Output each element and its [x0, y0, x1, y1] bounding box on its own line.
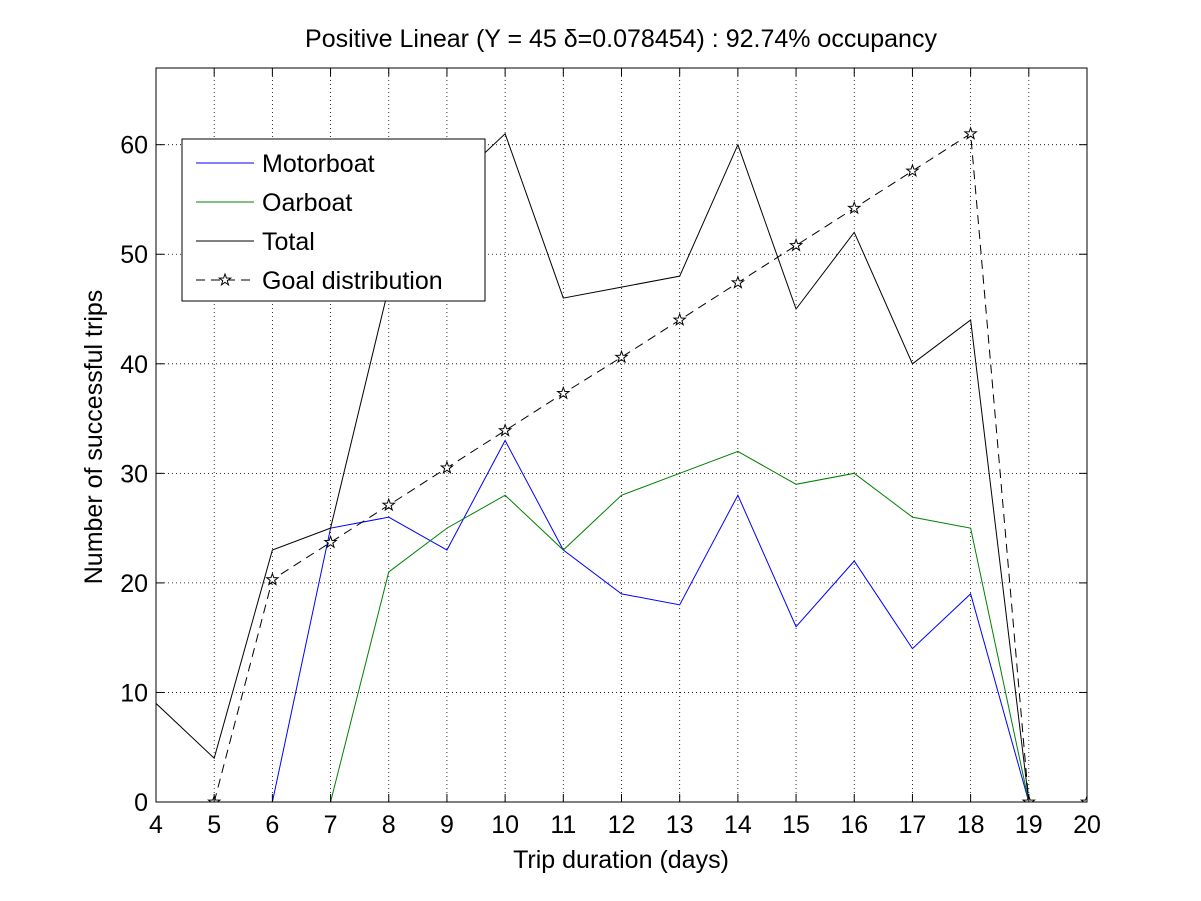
data-point-star: [439, 460, 455, 474]
series-line-total: [156, 132, 1030, 802]
x-tick-label: 19: [1015, 811, 1043, 839]
series-line-oarboat: [156, 450, 1030, 802]
series-group: [156, 126, 1087, 802]
series-line-motorboat: [156, 439, 1030, 802]
data-point-star: [905, 163, 920, 178]
x-tick-label: 10: [491, 811, 519, 839]
x-tick-label: 20: [1073, 811, 1101, 839]
legend-marker-star: [217, 272, 233, 287]
legend-label-motorboat: Motorboat: [262, 150, 375, 178]
x-tick-label: 11: [550, 811, 576, 839]
y-tick-label: 10: [120, 679, 148, 707]
y-tick-label: 40: [120, 351, 148, 379]
series-oarboat: [156, 450, 1030, 802]
x-tick-label: 7: [324, 811, 338, 839]
legend-label-goal-distribution: Goal distribution: [262, 267, 443, 295]
y-tick-label: 50: [120, 241, 148, 269]
y-tick-label: 60: [120, 132, 148, 160]
legend-label-oarboat: Oarboat: [262, 189, 352, 217]
y-axis-label: Number of successful trips: [80, 290, 108, 585]
legend: Motorboat Oarboat Total Goal distribution: [181, 138, 486, 302]
y-tick-label: 20: [120, 570, 148, 598]
series-goal-distribution: [207, 126, 1087, 802]
series-total: [156, 132, 1030, 802]
x-tick-label: 13: [666, 811, 694, 839]
x-tick-label: 4: [149, 811, 163, 839]
legend-box: [181, 138, 486, 302]
data-point-star: [847, 200, 862, 215]
series-motorboat: [156, 439, 1030, 802]
x-tick-label: 18: [957, 811, 985, 839]
x-tick-label: 8: [382, 811, 396, 839]
data-point-star: [497, 423, 513, 437]
x-tick-label: 5: [207, 811, 221, 839]
y-tick-label: 30: [120, 460, 148, 488]
legend-label-total: Total: [262, 228, 315, 256]
data-point-star: [556, 385, 571, 400]
data-point-star: [381, 497, 396, 512]
data-point-star: [1079, 794, 1087, 802]
chart-title: Positive Linear (Y = 45 δ=0.078454) : 92…: [305, 25, 937, 53]
data-point-star: [614, 349, 629, 364]
data-point-star: [730, 275, 746, 289]
x-tick-label: 6: [265, 811, 279, 839]
data-point-star: [323, 534, 338, 549]
axis-ticks: 4 5 6 7 8 9 10 11 12 13 14 15 16 17 18 19 20 0 10 20 30 40 50 6…: [120, 68, 1101, 839]
x-tick-label: 9: [440, 811, 454, 839]
data-point-star: [265, 572, 280, 586]
data-point-star: [963, 126, 978, 140]
x-tick-label: 15: [782, 811, 810, 839]
series-line-goal-distribution: [213, 132, 1087, 802]
y-tick-label: 0: [134, 789, 148, 817]
x-tick-label: 16: [840, 811, 868, 839]
x-tick-label: 12: [608, 811, 636, 839]
data-point-star: [672, 312, 687, 327]
x-axis-label: Trip duration (days): [513, 846, 729, 874]
x-tick-label: 17: [899, 811, 927, 839]
data-point-star: [788, 237, 804, 252]
x-tick-label: 14: [724, 811, 752, 839]
